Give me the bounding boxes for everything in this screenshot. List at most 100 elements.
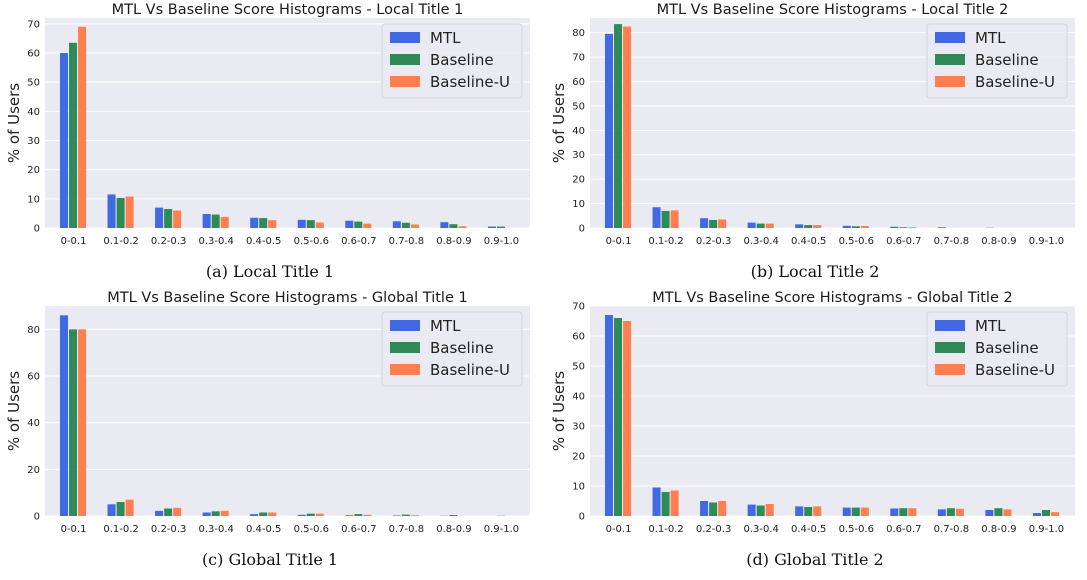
- bar-baseline-u: [315, 513, 324, 516]
- bar-baseline-u: [908, 227, 917, 228]
- bar-mtl: [440, 222, 449, 228]
- bar-baseline-u: [268, 512, 277, 516]
- x-tick-label: 0.4-0.5: [791, 236, 826, 247]
- legend-swatch-mtl: [935, 32, 965, 43]
- bar-baseline: [661, 210, 670, 228]
- x-tick-label: 0.8-0.9: [436, 236, 471, 247]
- bar-mtl: [345, 515, 354, 516]
- bar-baseline-u: [718, 501, 727, 516]
- legend-label-mtl: MTL: [430, 317, 461, 335]
- legend-label-baseline: Baseline: [430, 51, 494, 69]
- y-tick-label: 60: [27, 49, 40, 60]
- x-tick-label: 0.3-0.4: [743, 236, 778, 247]
- y-tick-label: 50: [572, 362, 585, 373]
- x-tick-label: 0.9-1.0: [1029, 524, 1064, 535]
- chart-svg: MTL Vs Baseline Score Histograms - Local…: [550, 2, 1075, 247]
- legend-label-mtl: MTL: [975, 29, 1006, 47]
- bar-baseline-u: [78, 26, 87, 228]
- bar-baseline-u: [363, 223, 372, 228]
- x-tick-label: 0.9-1.0: [484, 524, 519, 535]
- bar-mtl: [487, 226, 496, 228]
- bar-mtl: [250, 217, 259, 228]
- legend-swatch-baseline-u: [935, 364, 965, 375]
- x-tick-label: 0.6-0.7: [886, 236, 921, 247]
- bar-mtl: [297, 219, 306, 228]
- bar-baseline-u: [718, 219, 727, 228]
- x-tick-label: 0.1-0.2: [648, 524, 683, 535]
- bar-mtl: [250, 514, 259, 516]
- legend-swatch-baseline-u: [935, 76, 965, 87]
- y-tick-label: 20: [572, 175, 585, 186]
- bar-baseline-u: [125, 196, 134, 228]
- bar-baseline-u: [670, 490, 679, 516]
- bar-baseline: [306, 513, 315, 516]
- chart-panel-global-title-2: MTL Vs Baseline Score Histograms - Globa…: [545, 288, 1085, 578]
- y-tick-label: 70: [572, 53, 585, 64]
- y-tick-label: 30: [572, 150, 585, 161]
- bar-mtl: [297, 514, 306, 516]
- y-tick-label: 0: [579, 224, 585, 235]
- bar-baseline: [709, 502, 718, 516]
- y-axis-label: % of Users: [5, 371, 23, 451]
- bar-baseline-u: [125, 499, 134, 516]
- bar-baseline: [401, 222, 410, 228]
- x-tick-label: 0.6-0.7: [341, 524, 376, 535]
- bar-baseline: [1041, 510, 1050, 516]
- bar-baseline: [946, 508, 955, 516]
- y-tick-label: 80: [27, 325, 40, 336]
- figure-caption: (d) Global Title 2: [746, 550, 884, 569]
- x-tick-label: 0.8-0.9: [436, 524, 471, 535]
- y-tick-label: 10: [572, 199, 585, 210]
- chart-panel-local-title-2: MTL Vs Baseline Score Histograms - Local…: [545, 0, 1085, 290]
- bar-mtl: [937, 509, 946, 516]
- bar-baseline: [804, 507, 813, 516]
- bar-baseline-u: [765, 223, 774, 228]
- bar-baseline: [496, 226, 505, 228]
- y-tick-label: 0: [34, 512, 40, 523]
- bar-baseline: [164, 209, 173, 228]
- y-tick-label: 60: [572, 77, 585, 88]
- legend-label-baseline: Baseline: [430, 339, 494, 357]
- legend-label-baseline-u: Baseline-U: [430, 73, 510, 91]
- bar-mtl: [795, 506, 804, 516]
- bar-baseline: [116, 197, 125, 228]
- bar-mtl: [202, 512, 211, 516]
- bar-baseline: [661, 492, 670, 516]
- legend-swatch-mtl: [390, 320, 420, 331]
- legend-swatch-baseline-u: [390, 364, 420, 375]
- legend-swatch-baseline: [935, 54, 965, 65]
- y-tick-label: 70: [27, 19, 40, 30]
- bar-mtl: [842, 225, 851, 228]
- y-tick-label: 60: [27, 372, 40, 383]
- legend-label-baseline-u: Baseline-U: [975, 73, 1055, 91]
- bar-baseline: [211, 214, 220, 228]
- y-tick-label: 10: [572, 482, 585, 493]
- bar-mtl: [1032, 513, 1041, 516]
- bar-baseline: [449, 515, 458, 516]
- bar-mtl: [107, 504, 116, 516]
- bar-baseline: [804, 225, 813, 228]
- bar-mtl: [700, 501, 709, 516]
- x-tick-label: 0-0.1: [606, 236, 632, 247]
- x-tick-label: 0.4-0.5: [246, 524, 281, 535]
- bar-mtl: [652, 487, 661, 516]
- x-tick-label: 0.2-0.3: [696, 524, 731, 535]
- x-tick-label: 0.8-0.9: [981, 236, 1016, 247]
- bar-mtl: [700, 218, 709, 228]
- y-axis-label: % of Users: [550, 371, 568, 451]
- chart-svg: MTL Vs Baseline Score Histograms - Globa…: [5, 290, 530, 535]
- x-tick-label: 0.2-0.3: [696, 236, 731, 247]
- chart-title: MTL Vs Baseline Score Histograms - Globa…: [107, 290, 467, 306]
- bar-baseline-u: [623, 321, 632, 516]
- bar-mtl: [842, 507, 851, 516]
- bar-baseline: [164, 508, 173, 516]
- bar-baseline-u: [908, 508, 917, 516]
- y-tick-label: 50: [27, 78, 40, 89]
- bar-baseline-u: [1050, 512, 1060, 516]
- bar-baseline-u: [860, 507, 869, 516]
- bar-mtl: [155, 510, 164, 516]
- y-tick-label: 30: [27, 136, 40, 147]
- bar-baseline: [756, 223, 765, 228]
- figure-caption: (a) Local Title 1: [205, 262, 335, 281]
- legend-label-baseline: Baseline: [975, 51, 1039, 69]
